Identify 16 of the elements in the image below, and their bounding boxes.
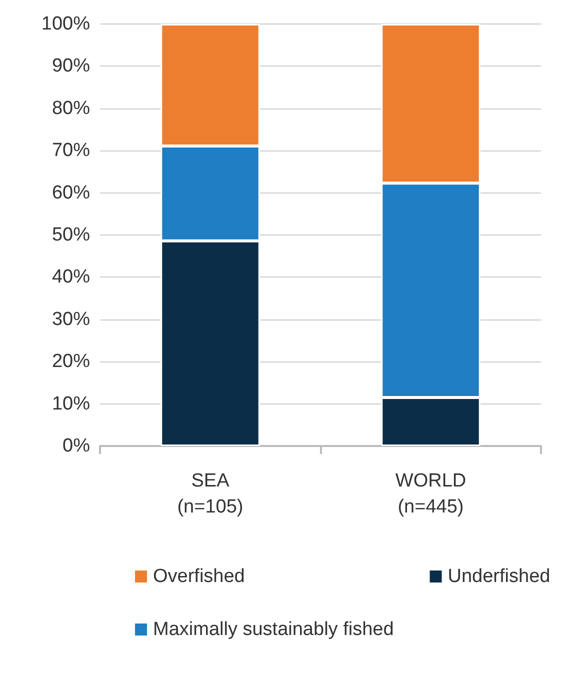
y-tick-label: 100% bbox=[41, 14, 90, 34]
x-tick-label: SEA (n=105) bbox=[177, 470, 244, 518]
legend-label: Maximally sustainably fished bbox=[153, 619, 394, 640]
y-tick-label: 30% bbox=[52, 308, 90, 330]
x-tick-label: WORLD (n=445) bbox=[395, 470, 466, 518]
y-tick-label: 20% bbox=[52, 351, 90, 372]
y-tick-label: 90% bbox=[52, 56, 90, 77]
y-tick-label: 50% bbox=[52, 224, 90, 246]
y-tick-label: 70% bbox=[52, 140, 90, 162]
y-tick-label: 80% bbox=[52, 98, 90, 119]
y-tick-label: 0% bbox=[62, 436, 90, 456]
y-tick-label: 10% bbox=[52, 393, 90, 414]
legend-label: Underfished bbox=[448, 566, 550, 587]
legend-label: Overfished bbox=[153, 566, 245, 587]
y-tick-label: 40% bbox=[52, 266, 90, 288]
y-tick-label: 60% bbox=[52, 182, 90, 204]
